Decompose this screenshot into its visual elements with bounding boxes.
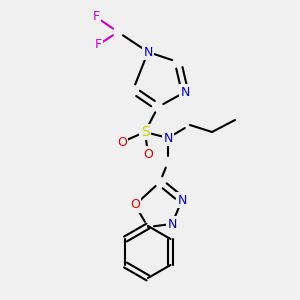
Text: O: O: [117, 136, 127, 148]
Text: F: F: [92, 11, 100, 23]
Text: N: N: [163, 131, 173, 145]
Text: O: O: [130, 199, 140, 212]
Text: F: F: [94, 38, 102, 52]
Text: N: N: [177, 194, 187, 206]
Text: N: N: [167, 218, 177, 230]
Text: N: N: [143, 46, 153, 59]
Text: O: O: [143, 148, 153, 160]
Text: S: S: [141, 125, 149, 139]
Text: N: N: [180, 85, 190, 98]
